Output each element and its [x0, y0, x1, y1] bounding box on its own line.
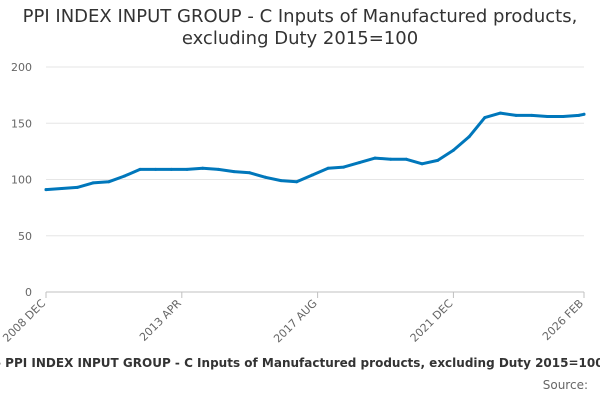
data-point: [122, 174, 126, 178]
data-point: [342, 165, 346, 169]
legend: - PPI INDEX INPUT GROUP - C Inputs of Ma…: [0, 356, 600, 376]
data-point: [263, 175, 267, 179]
source-label: Source:: [542, 378, 588, 392]
y-axis-ticks: 0 50 100 150 200: [11, 61, 32, 299]
grid-lines: [46, 66, 584, 237]
series-group: [44, 111, 586, 192]
data-point: [107, 180, 111, 184]
data-point: [514, 113, 518, 117]
x-tick-label: 2021 DEC: [408, 297, 456, 345]
y-tick-label: 200: [11, 61, 32, 74]
data-point: [216, 167, 220, 171]
x-tick-label: 2017 AUG: [271, 297, 320, 346]
data-point: [75, 185, 79, 189]
data-point: [44, 188, 48, 192]
data-point: [185, 167, 189, 171]
data-point: [483, 116, 487, 120]
data-point: [310, 173, 314, 177]
data-point: [498, 111, 502, 115]
data-point: [248, 171, 252, 175]
legend-marker: -: [0, 356, 1, 370]
data-point: [138, 167, 142, 171]
data-point: [582, 112, 586, 116]
data-point: [420, 162, 424, 166]
data-point: [561, 115, 565, 118]
data-point: [530, 113, 534, 117]
x-axis: 2008 DEC 2013 APR 2017 AUG 2021 DEC 2026 FEB: [0, 291, 586, 346]
data-point: [357, 161, 361, 165]
y-tick-label: 0: [25, 286, 32, 299]
data-point: [169, 167, 173, 171]
data-point: [577, 113, 581, 117]
series-line: [44, 111, 586, 192]
data-point: [404, 157, 408, 161]
data-point: [451, 148, 455, 152]
data-point: [91, 181, 95, 185]
data-point: [389, 157, 393, 161]
x-tick-label: 2008 DEC: [0, 297, 48, 345]
x-tick-label: 2026 FEB: [540, 297, 586, 343]
data-point: [279, 179, 283, 183]
data-point: [154, 167, 158, 171]
data-point: [373, 156, 377, 160]
data-point: [467, 135, 471, 139]
data-point: [326, 166, 330, 170]
legend-label: PPI INDEX INPUT GROUP - C Inputs of Manu…: [5, 356, 600, 370]
y-tick-label: 100: [11, 174, 32, 187]
data-point: [436, 158, 440, 162]
y-tick-label: 150: [11, 117, 32, 130]
data-point: [545, 115, 549, 118]
data-point: [60, 187, 64, 190]
chart-title: PPI INDEX INPUT GROUP - C Inputs of Manu…: [22, 6, 578, 49]
y-tick-label: 50: [18, 230, 32, 243]
data-point: [201, 166, 205, 170]
x-tick-label: 2013 APR: [137, 297, 184, 344]
data-point: [295, 180, 299, 184]
data-point: [232, 170, 236, 174]
